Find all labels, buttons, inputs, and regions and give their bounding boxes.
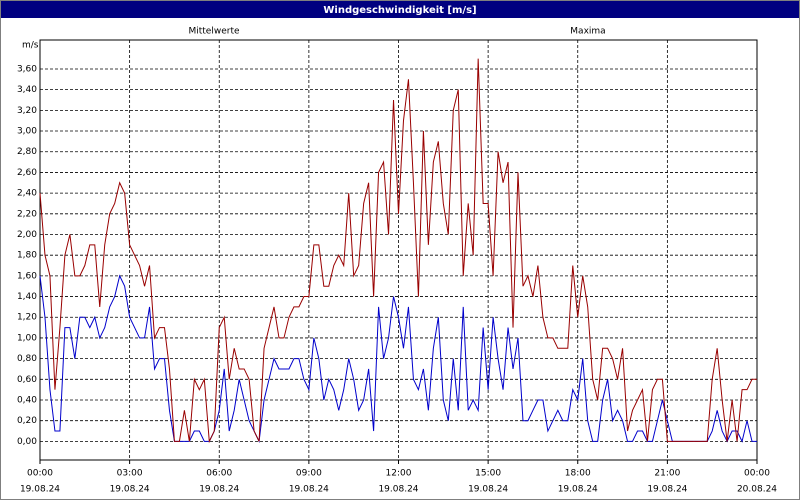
legend-label: Mittelwerte xyxy=(188,27,239,37)
y-tick-label: 1,00 xyxy=(17,333,37,343)
y-tick-label: 0,00 xyxy=(17,437,37,447)
x-tick-label: 15:00 xyxy=(475,469,501,479)
y-tick-label: 2,60 xyxy=(17,168,37,178)
data-line xyxy=(39,58,757,444)
chart-title: Windgeschwindigkeit [m/s] xyxy=(323,5,476,16)
x-tick-label: 19.08.24 xyxy=(647,485,687,495)
x-tick-label: 00:00 xyxy=(27,469,53,479)
x-tick-label: 19.08.24 xyxy=(558,485,598,495)
title-bar xyxy=(1,1,799,18)
legend-label: Maxima xyxy=(570,27,605,37)
y-tick-label: 2,40 xyxy=(17,189,37,199)
data-line xyxy=(39,274,757,444)
x-tick-label: 19.08.24 xyxy=(468,485,508,495)
y-tick-label: 3,40 xyxy=(17,85,37,95)
x-tick-label: 19.08.24 xyxy=(199,485,239,495)
y-tick-label: 3,20 xyxy=(17,106,37,116)
y-tick-label: 1,60 xyxy=(17,271,37,281)
x-tick-label: 20.08.24 xyxy=(737,485,777,495)
y-tick-label: 2,20 xyxy=(17,209,37,219)
x-tick-label: 09:00 xyxy=(296,469,322,479)
x-tick-label: 06:00 xyxy=(206,469,232,479)
y-tick-label: 0,20 xyxy=(17,416,37,426)
x-tick-label: 19.08.24 xyxy=(20,485,60,495)
y-tick-label: 2,80 xyxy=(17,147,37,157)
x-tick-label: 21:00 xyxy=(654,469,680,479)
x-tick-label: 18:00 xyxy=(565,469,591,479)
y-tick-label: 0,80 xyxy=(17,354,37,364)
x-tick-label: 19.08.24 xyxy=(289,485,329,495)
x-tick-label: 19.08.24 xyxy=(110,485,150,495)
y-tick-label: 3,00 xyxy=(17,127,37,137)
y-tick-label: 3,60 xyxy=(17,64,37,74)
x-tick-label: 00:00 xyxy=(744,469,770,479)
y-tick-label: 2,00 xyxy=(17,230,37,240)
y-axis-label: m/s xyxy=(22,41,39,51)
x-tick-label: 12:00 xyxy=(386,469,412,479)
y-tick-label: 1,20 xyxy=(17,313,37,323)
y-tick-label: 0,60 xyxy=(17,375,37,385)
y-tick-label: 1,80 xyxy=(17,251,37,261)
y-tick-label: 0,40 xyxy=(17,396,37,406)
x-tick-label: 19.08.24 xyxy=(378,485,418,495)
y-tick-label: 1,40 xyxy=(17,292,37,302)
x-tick-label: 03:00 xyxy=(117,469,143,479)
